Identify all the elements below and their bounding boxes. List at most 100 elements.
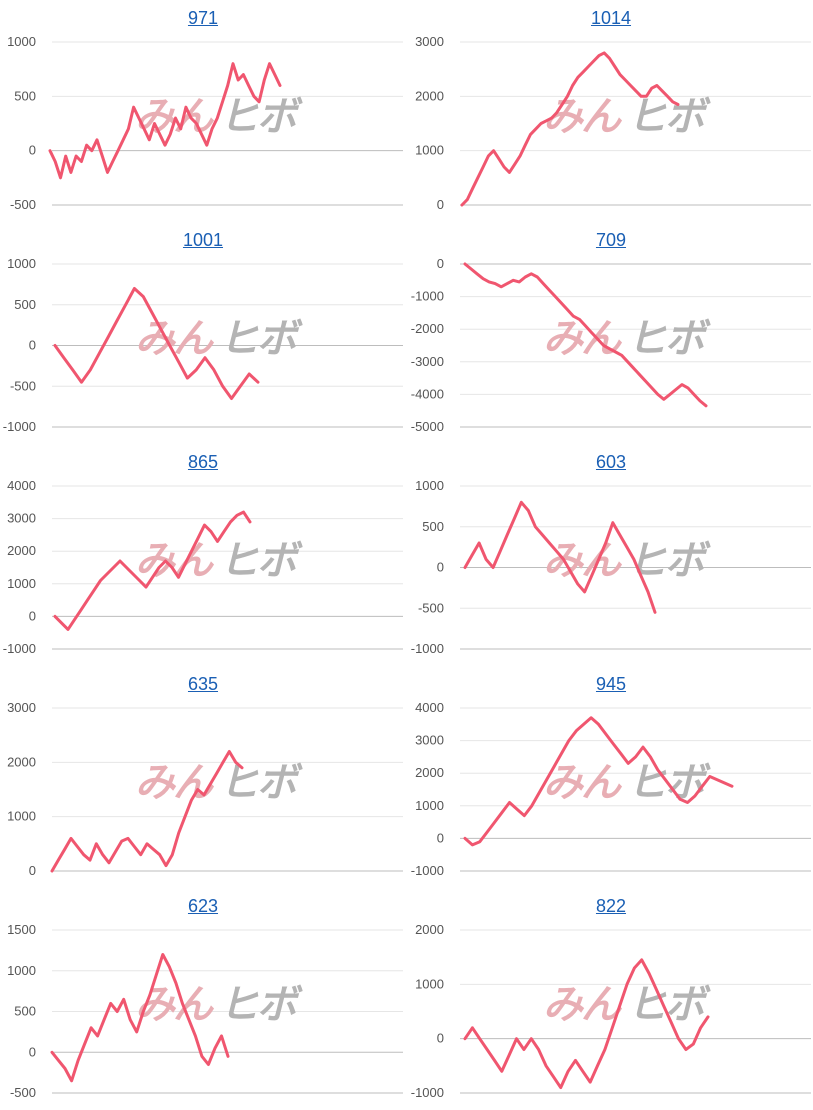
y-tick-label: 500	[422, 519, 444, 534]
chart-title-link[interactable]: 635	[187, 674, 219, 694]
watermark: みん ヒボ	[543, 982, 711, 1028]
y-tick-label: -1000	[3, 419, 36, 434]
watermark: みん ヒボ	[135, 316, 303, 362]
chart-panel-7: 3000 2000 1000 0 みん ヒボ 635	[0, 666, 406, 888]
y-tick-label: 1000	[7, 963, 36, 978]
watermark: みん ヒボ	[135, 760, 303, 806]
y-tick-label: 0	[29, 143, 36, 158]
watermark-part-2: ヒボ	[219, 94, 303, 140]
y-tick-label: 0	[29, 338, 36, 353]
y-tick-label: 1000	[415, 798, 444, 813]
y-tick-label: -1000	[411, 641, 444, 656]
y-tick-label: 500	[14, 1004, 36, 1019]
y-tick-label: 0	[437, 197, 444, 212]
chart-plot: 4000 3000 2000 1000 0 -1000 みん ヒボ	[411, 700, 811, 878]
chart-plot: 4000 3000 2000 1000 0 -1000 みん ヒボ	[3, 478, 403, 656]
chart-title-row: 822	[408, 895, 813, 917]
chart-plot: 3000 2000 1000 0 みん ヒボ	[415, 34, 811, 212]
y-tick-label: 2000	[415, 922, 444, 937]
chart-panel-6: 1000 500 0 -500 -1000 みん ヒボ 603	[408, 444, 813, 666]
y-tick-label: 2000	[7, 543, 36, 558]
chart-title-row: 1014	[408, 7, 813, 29]
y-tick-label: 1000	[7, 256, 36, 271]
chart-plot: 1500 1000 500 0 -500 みん ヒボ	[7, 922, 403, 1100]
y-tick-label: -500	[10, 378, 36, 393]
chart-plot: 2000 1000 0 -1000 みん ヒボ	[411, 922, 811, 1100]
chart-title-row: 623	[0, 895, 406, 917]
chart-panel-8: 4000 3000 2000 1000 0 -1000 みん ヒボ 945	[408, 666, 813, 888]
series-line	[463, 716, 734, 847]
y-tick-label: -3000	[411, 354, 444, 369]
watermark-part-1: みん	[543, 94, 623, 140]
chart-panel-3: 1000 500 0 -500 -1000 みん ヒボ 1001	[0, 222, 406, 444]
watermark-part-2: ヒボ	[627, 538, 711, 584]
chart-title-link[interactable]: 1001	[182, 230, 224, 250]
y-tick-label: 1500	[7, 922, 36, 937]
y-tick-label: 1000	[415, 143, 444, 158]
y-tick-label: -1000	[411, 1085, 444, 1100]
y-tick-label: 1000	[7, 809, 36, 824]
y-tick-label: 3000	[7, 511, 36, 526]
y-tick-label: -1000	[411, 863, 444, 878]
y-tick-label: 0	[29, 1044, 36, 1059]
chart-title-link[interactable]: 865	[187, 452, 219, 472]
series-line	[53, 510, 252, 631]
watermark: みん ヒボ	[135, 982, 303, 1028]
y-tick-label: 4000	[7, 478, 36, 493]
y-tick-label: 0	[29, 608, 36, 623]
chart-plot: 1000 500 0 -500 -1000 みん ヒボ	[3, 256, 403, 434]
y-tick-label: 500	[14, 88, 36, 103]
chart-panel-10: 2000 1000 0 -1000 みん ヒボ 822	[408, 888, 813, 1110]
y-tick-label: -500	[418, 600, 444, 615]
watermark: みん ヒボ	[135, 94, 303, 140]
y-tick-label: 0	[437, 256, 444, 271]
y-tick-label: 2000	[415, 88, 444, 103]
chart-title-link[interactable]: 1014	[590, 8, 632, 28]
chart-title-row: 635	[0, 673, 406, 695]
y-tick-label: 1000	[7, 34, 36, 49]
watermark: みん ヒボ	[543, 94, 711, 140]
series-line	[463, 958, 710, 1090]
chart-title-row: 1001	[0, 229, 406, 251]
y-tick-label: 1000	[415, 976, 444, 991]
chart-panel-2: 3000 2000 1000 0 みん ヒボ 1014	[408, 0, 813, 222]
chart-title-link[interactable]: 623	[187, 896, 219, 916]
watermark-part-2: ヒボ	[627, 94, 711, 140]
chart-plot: 0 -1000 -2000 -3000 -4000 -5000 みん ヒボ	[411, 256, 811, 434]
y-tick-label: 0	[437, 1031, 444, 1046]
chart-title-row: 865	[0, 451, 406, 473]
y-tick-label: -4000	[411, 386, 444, 401]
watermark-part-2: ヒボ	[219, 538, 303, 584]
y-tick-label: 3000	[415, 34, 444, 49]
y-tick-label: -1000	[411, 289, 444, 304]
y-tick-label: 3000	[415, 733, 444, 748]
y-tick-label: -1000	[3, 641, 36, 656]
chart-plot: 3000 2000 1000 0 みん ヒボ	[7, 700, 403, 878]
chart-title-link[interactable]: 971	[187, 8, 219, 28]
series-line	[50, 953, 230, 1083]
watermark-part-1: みん	[135, 538, 215, 584]
watermark: みん ヒボ	[543, 316, 711, 362]
chart-title-link[interactable]: 709	[595, 230, 627, 250]
chart-title-link[interactable]: 945	[595, 674, 627, 694]
watermark-part-1: みん	[543, 538, 623, 584]
watermark-part-1: みん	[135, 982, 215, 1028]
watermark: みん ヒボ	[543, 760, 711, 806]
chart-title-link[interactable]: 603	[595, 452, 627, 472]
y-tick-label: 2000	[415, 765, 444, 780]
chart-plot: 1000 500 0 -500 -1000 みん ヒボ	[411, 478, 811, 656]
series-line	[463, 262, 708, 408]
watermark-part-2: ヒボ	[219, 316, 303, 362]
y-tick-label: 4000	[415, 700, 444, 715]
watermark-part-2: ヒボ	[219, 982, 303, 1028]
y-tick-label: -500	[10, 197, 36, 212]
y-tick-label: -2000	[411, 321, 444, 336]
series-line	[463, 500, 657, 614]
y-tick-label: 1000	[7, 576, 36, 591]
chart-title-link[interactable]: 822	[595, 896, 627, 916]
watermark-part-2: ヒボ	[627, 760, 711, 806]
watermark-part-2: ヒボ	[627, 316, 711, 362]
series-line	[48, 62, 282, 180]
chart-plot: 1000 500 0 -500 みん ヒボ	[7, 34, 403, 212]
chart-panel-5: 4000 3000 2000 1000 0 -1000 みん ヒボ 865	[0, 444, 406, 666]
